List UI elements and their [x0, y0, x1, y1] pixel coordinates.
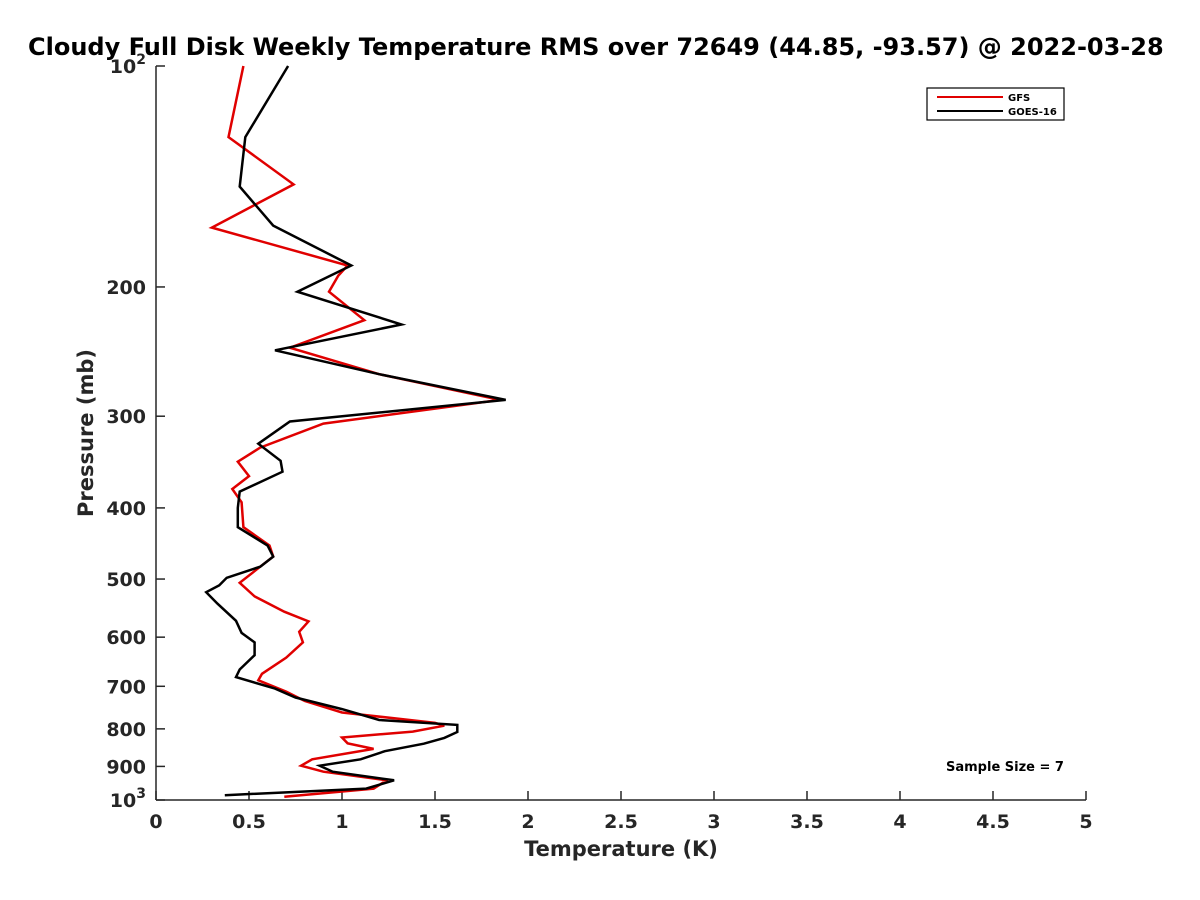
- x-tick-label: 3: [707, 811, 720, 833]
- x-tick-label: 2.5: [604, 811, 638, 833]
- y-tick-label: 102: [110, 52, 146, 78]
- y-tick-label: 300: [106, 406, 146, 428]
- x-tick-label: 1: [335, 811, 348, 833]
- y-axis-ticks: 102 200 300 400 500 600 700 800 900 103: [106, 52, 165, 812]
- x-axis-ticks: 0 0.5 1 1.5 2 2.5 3 3.5 4 4.5 5: [149, 791, 1093, 833]
- y-tick-label: 400: [106, 498, 146, 520]
- series-layer: [204, 65, 506, 799]
- x-tick-label: 3.5: [790, 811, 824, 833]
- y-tick-label: 600: [106, 627, 146, 649]
- x-tick-label: 2: [521, 811, 534, 833]
- series-line-goes-16: [204, 65, 506, 797]
- y-tick-label: 700: [106, 676, 146, 698]
- x-tick-label: 4.5: [976, 811, 1010, 833]
- x-axis-title: Temperature (K): [524, 837, 718, 861]
- y-tick-label: 200: [106, 277, 146, 299]
- y-tick-label: 800: [106, 719, 146, 741]
- sample-size-annotation: Sample Size = 7: [946, 760, 1064, 775]
- x-tick-label: 1.5: [418, 811, 452, 833]
- y-tick-label: 900: [106, 756, 146, 778]
- legend-label-gfs: GFS: [1008, 93, 1030, 104]
- y-tick-label: 500: [106, 569, 146, 591]
- x-tick-label: 0: [149, 811, 162, 833]
- legend: GFS GOES-16: [926, 87, 1065, 121]
- x-tick-label: 4: [893, 811, 906, 833]
- chart-title: Cloudy Full Disk Weekly Temperature RMS …: [28, 33, 1164, 61]
- x-tick-label: 5: [1079, 811, 1092, 833]
- y-axis-title: Pressure (mb): [74, 349, 98, 517]
- legend-label-goes16: GOES-16: [1008, 107, 1057, 118]
- y-tick-label: 103: [110, 786, 146, 812]
- legend-box: [926, 87, 1065, 121]
- x-tick-label: 0.5: [232, 811, 266, 833]
- series-line-gfs: [208, 65, 501, 799]
